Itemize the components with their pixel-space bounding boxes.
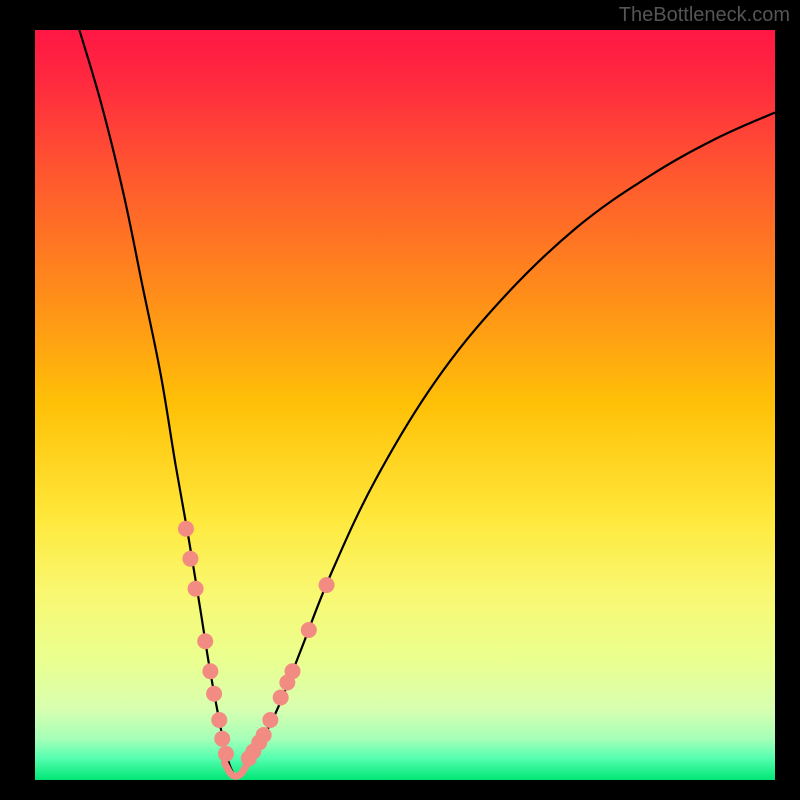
data-marker: [182, 551, 198, 567]
data-marker: [285, 663, 301, 679]
curve-bridge: [224, 763, 247, 777]
data-marker: [188, 581, 204, 597]
data-marker: [319, 577, 335, 593]
data-marker: [218, 746, 234, 762]
data-marker: [206, 686, 222, 702]
data-marker: [301, 622, 317, 638]
curves-svg: [35, 30, 775, 780]
watermark-text: TheBottleneck.com: [619, 4, 790, 27]
data-marker: [214, 731, 230, 747]
marker-group: [178, 521, 335, 767]
data-marker: [197, 633, 213, 649]
data-marker: [211, 712, 227, 728]
data-marker: [273, 690, 289, 706]
data-marker: [256, 727, 272, 743]
chart-container: TheBottleneck.com: [0, 0, 800, 800]
plot-area: [35, 30, 775, 780]
data-marker: [202, 663, 218, 679]
data-marker: [178, 521, 194, 537]
right-curve: [236, 113, 775, 778]
data-marker: [262, 712, 278, 728]
